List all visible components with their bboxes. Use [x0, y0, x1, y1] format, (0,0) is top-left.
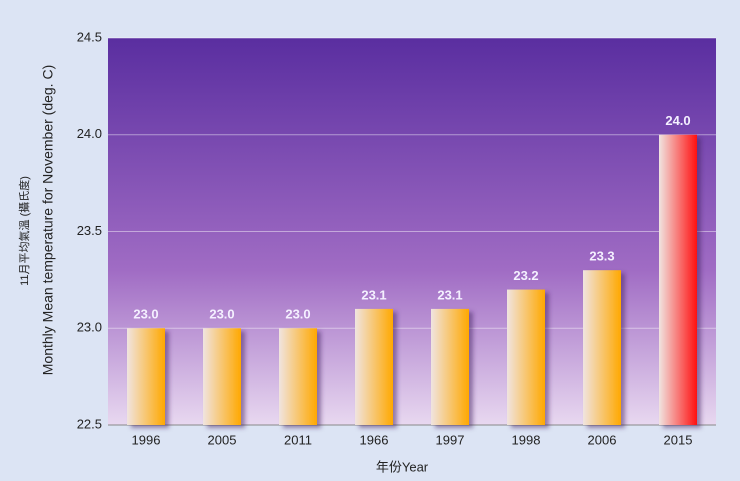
y-tick-label: 23.0: [77, 320, 102, 335]
y-tick-label: 24.5: [77, 29, 102, 44]
bar: [355, 308, 393, 425]
bar: [127, 328, 165, 425]
value-label: 23.1: [437, 287, 462, 302]
x-tick-label: 2015: [664, 432, 693, 447]
x-tick-label: 2005: [208, 432, 237, 447]
x-tick-label: 1996: [132, 432, 161, 447]
y-tick-label: 24.0: [77, 126, 102, 141]
bar: [507, 289, 545, 425]
value-label: 23.1: [361, 287, 386, 302]
y-tick-label: 23.5: [77, 223, 102, 238]
x-tick-label: 1997: [436, 432, 465, 447]
bar: [583, 270, 621, 425]
value-label: 24.0: [665, 113, 690, 128]
value-label: 23.0: [285, 307, 310, 322]
x-tick-label: 2011: [284, 432, 312, 447]
bar: [279, 328, 317, 425]
x-axis-title: 年份Year: [376, 459, 429, 474]
y-axis-title-zh: 11月平均氣溫 (攝氏度): [17, 176, 31, 286]
value-label: 23.0: [209, 307, 234, 322]
value-label: 23.3: [589, 249, 614, 264]
value-label: 23.0: [133, 307, 158, 322]
bar: [659, 134, 697, 425]
value-label: 23.2: [513, 268, 538, 283]
bar: [431, 308, 469, 425]
bar: [203, 328, 241, 425]
x-tick-label: 1998: [512, 432, 541, 447]
x-tick-label: 1966: [360, 432, 389, 447]
y-tick-label: 22.5: [77, 416, 102, 431]
x-tick-label: 2006: [588, 432, 617, 447]
y-axis-title: Monthly Mean temperature for November (d…: [40, 65, 56, 375]
